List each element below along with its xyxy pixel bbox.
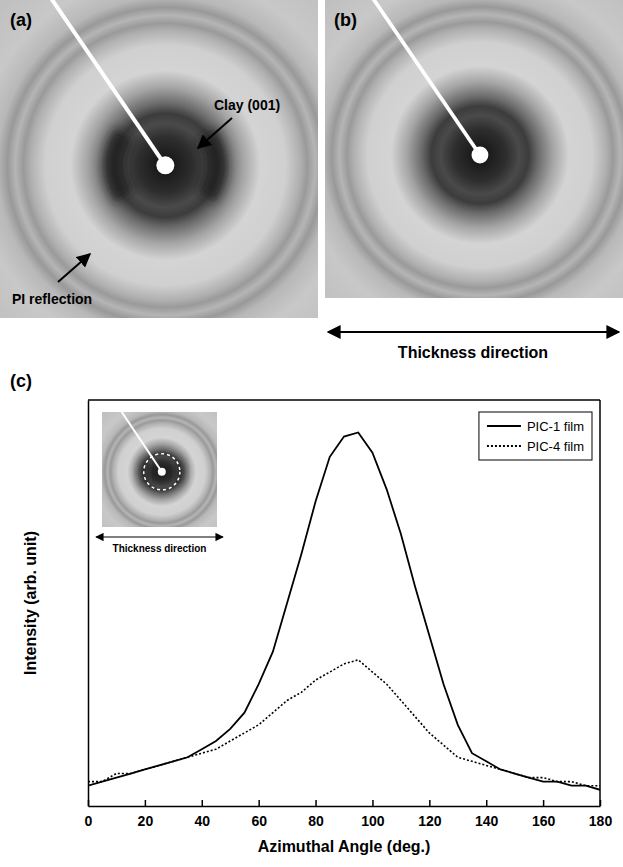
x-tick: 140	[475, 800, 499, 829]
x-tick-mark	[600, 800, 602, 806]
beam-stop-arm	[373, 0, 480, 155]
beam-stop	[156, 156, 174, 174]
x-axis-line	[89, 806, 601, 808]
beam-stop	[472, 147, 489, 164]
x-tick-label: 20	[138, 813, 154, 829]
y-axis	[88, 401, 89, 807]
x-tick: 100	[361, 800, 385, 829]
x-tick-label: 160	[532, 813, 556, 829]
x-tick: 20	[138, 800, 154, 829]
integration-circle	[144, 454, 180, 490]
clay-arc	[103, 128, 133, 203]
x-tick: 180	[589, 800, 613, 829]
direction-arrow	[328, 331, 619, 333]
legend-swatch	[487, 445, 521, 447]
x-tick-label: 80	[308, 813, 324, 829]
clay-arc	[139, 458, 150, 485]
x-tick-mark	[543, 800, 545, 806]
x-tick: 80	[308, 800, 324, 829]
x-tick-label: 40	[194, 813, 210, 829]
x-tick-mark	[372, 800, 374, 806]
x-tick: 60	[251, 800, 267, 829]
y-axis-title: Intensity (arb. unit)	[22, 531, 39, 675]
clay-arc	[197, 128, 227, 203]
x-tick-label: 0	[85, 813, 93, 829]
x-tick-label: 120	[418, 813, 442, 829]
x-tick-label: 180	[589, 813, 613, 829]
inset-direction-label: Thickness direction	[113, 543, 207, 554]
diffraction-image	[0, 0, 318, 318]
beam-stop	[158, 468, 166, 476]
diffraction-image	[325, 0, 623, 298]
plot-frame	[599, 400, 601, 806]
panel-label: (b)	[334, 10, 357, 30]
x-tick: 40	[194, 800, 210, 829]
x-axis: 0 20 40 60 80 100 120 140 160 180	[85, 800, 613, 829]
x-tick: 160	[532, 800, 556, 829]
x-tick-mark	[258, 800, 260, 806]
x-tick-mark	[429, 800, 431, 806]
y-axis-line	[88, 401, 90, 807]
x-tick-mark	[145, 800, 147, 806]
panel-label: (a)	[10, 10, 32, 30]
beam-stop-arm	[120, 412, 161, 472]
direction-label: Thickness direction	[398, 344, 548, 361]
clay-arc	[173, 458, 184, 485]
diffraction-background	[102, 412, 217, 527]
figure: (a) Clay (001) PI reflection (b) Thickness d…	[0, 0, 623, 867]
x-tick-mark	[315, 800, 317, 806]
annotation: Clay (001)	[214, 97, 280, 113]
x-tick-label: 140	[475, 813, 499, 829]
annotation-arrow	[198, 118, 232, 148]
plot-frame	[88, 399, 600, 401]
inset-direction-arrow	[96, 536, 223, 537]
legend-label: PIC-1 film	[527, 419, 584, 434]
legend-label: PIC-4 film	[527, 439, 584, 454]
x-axis-title: Azimuthal Angle (deg.)	[258, 838, 431, 855]
annotation: PI reflection	[12, 291, 92, 307]
x-tick-label: 100	[361, 813, 385, 829]
x-tick-mark	[202, 800, 204, 806]
diffraction-background	[325, 0, 623, 298]
legend-box	[479, 412, 592, 460]
x-tick: 120	[418, 800, 442, 829]
panel-label: (c)	[10, 371, 32, 391]
legend: PIC-1 film PIC-4 film	[479, 412, 592, 460]
annotation-arrow	[58, 254, 90, 282]
beam-stop-arm	[51, 0, 165, 165]
diffraction-background	[0, 0, 318, 318]
x-tick-mark	[486, 800, 488, 806]
series-line	[88, 660, 600, 786]
legend-swatch	[487, 425, 521, 427]
x-tick-label: 60	[251, 813, 267, 829]
diffraction-image	[102, 412, 217, 527]
